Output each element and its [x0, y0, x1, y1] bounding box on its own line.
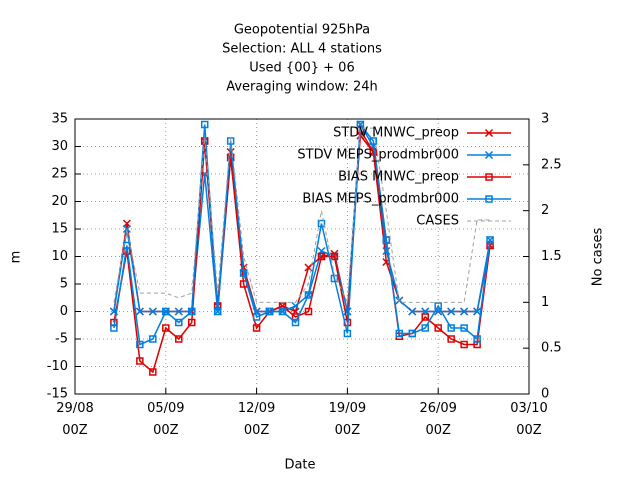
- legend-label: STDV MNWC_preop: [333, 126, 459, 141]
- marker-x: [460, 307, 469, 316]
- marker-square: [213, 307, 222, 316]
- y2-tick-label: 3: [541, 112, 549, 127]
- marker-square: [460, 324, 468, 332]
- legend-label: STDV MEPS_prodmbr000: [297, 148, 459, 163]
- marker-x: [473, 307, 482, 316]
- marker-square: [252, 313, 261, 321]
- marker-square: [149, 368, 157, 376]
- marker-x: [291, 301, 300, 311]
- legend-marker: [484, 150, 494, 160]
- marker-square: [447, 335, 455, 343]
- y-tick-label: 0: [60, 304, 68, 319]
- chart-title: Selection: ALL 4 stations: [222, 42, 382, 57]
- y2-tick-label: 1: [541, 295, 549, 310]
- y-tick-label: 20: [51, 194, 68, 209]
- y2-tick-label: 1.5: [541, 249, 562, 264]
- marker-square: [136, 340, 144, 349]
- marker-square: [187, 318, 196, 327]
- marker-square: [110, 324, 118, 332]
- series-line: [113, 127, 491, 374]
- y2-tick-label: 0.5: [541, 341, 562, 356]
- marker-square: [162, 307, 170, 316]
- y-tick-label: -5: [55, 332, 68, 347]
- legend-marker: [485, 173, 493, 181]
- plot-frame: [74, 118, 530, 395]
- marker-square: [330, 252, 339, 261]
- marker-square: [408, 329, 417, 338]
- marker-square: [421, 324, 429, 332]
- marker-square: [460, 340, 468, 349]
- marker-square: [252, 324, 261, 332]
- marker-square: [175, 318, 183, 327]
- legend-label: CASES: [416, 214, 459, 229]
- y-tick-label: 25: [51, 167, 68, 182]
- marker-square: [369, 148, 378, 156]
- x-tick-label: 19/09 00Z: [328, 401, 367, 438]
- y2-tick-label: 2: [541, 203, 549, 218]
- marker-square: [473, 335, 481, 343]
- y-tick-label: 30: [51, 139, 68, 154]
- legend-marker: [485, 195, 493, 203]
- marker-x: [447, 307, 456, 316]
- marker-x: [135, 307, 144, 316]
- y-tick-label: 15: [51, 222, 68, 237]
- y-axis-label: m: [9, 251, 24, 264]
- marker-x: [122, 224, 131, 234]
- marker-square: [278, 307, 287, 316]
- x-tick-label: 05/09 00Z: [147, 401, 185, 438]
- x-tick-label: 26/09 00Z: [419, 401, 457, 438]
- series-line: [113, 122, 491, 313]
- marker-square: [369, 137, 378, 145]
- marker-square: [447, 324, 455, 332]
- series-line: [113, 127, 491, 305]
- marker-square: [149, 335, 157, 343]
- x-tick-label: 12/09 00Z: [237, 401, 276, 438]
- legend-label: BIAS MEPS_prodmbr000: [302, 192, 459, 207]
- marker-square: [382, 236, 391, 244]
- y-tick-label: 35: [51, 112, 68, 127]
- chart-title: Geopotential 925hPa: [234, 23, 370, 38]
- y2-tick-label: 0: [541, 387, 549, 402]
- marker-x: [174, 307, 183, 316]
- y2-axis-label: No cases: [591, 228, 606, 287]
- chart-title: Averaging window: 24h: [226, 80, 378, 95]
- legend-marker: [484, 128, 494, 138]
- marker-square: [291, 318, 300, 327]
- marker-square: [162, 324, 170, 332]
- marker-square: [421, 313, 429, 321]
- marker-square: [304, 291, 313, 299]
- y2-tick-label: 2.5: [541, 157, 562, 172]
- marker-square: [317, 252, 326, 261]
- x-tick-label: 29/08 00Z: [56, 401, 94, 438]
- x-tick-label: 03/10 00Z: [510, 401, 548, 438]
- marker-square: [317, 219, 326, 228]
- marker-square: [343, 329, 352, 338]
- marker-square: [239, 269, 248, 277]
- marker-x: [408, 307, 417, 316]
- marker-x: [148, 307, 157, 316]
- y-tick-label: 5: [60, 277, 68, 292]
- marker-square: [265, 307, 274, 316]
- marker-square: [187, 307, 196, 316]
- marker-square: [304, 307, 313, 316]
- marker-square: [356, 120, 365, 129]
- marker-square: [434, 324, 442, 332]
- marker-square: [136, 357, 144, 365]
- legend-label: BIAS MNWC_preop: [338, 170, 459, 185]
- y-tick-label: -10: [47, 359, 68, 374]
- chart-title: Used {00} + 06: [249, 61, 354, 76]
- y-tick-label: -15: [47, 387, 68, 402]
- marker-square: [226, 153, 235, 162]
- marker-square: [486, 236, 494, 244]
- marker-square: [200, 120, 209, 129]
- x-axis-label: Date: [284, 458, 315, 473]
- marker-square: [434, 302, 442, 310]
- marker-square: [395, 329, 404, 338]
- marker-square: [175, 335, 183, 343]
- y-tick-label: 10: [51, 249, 68, 264]
